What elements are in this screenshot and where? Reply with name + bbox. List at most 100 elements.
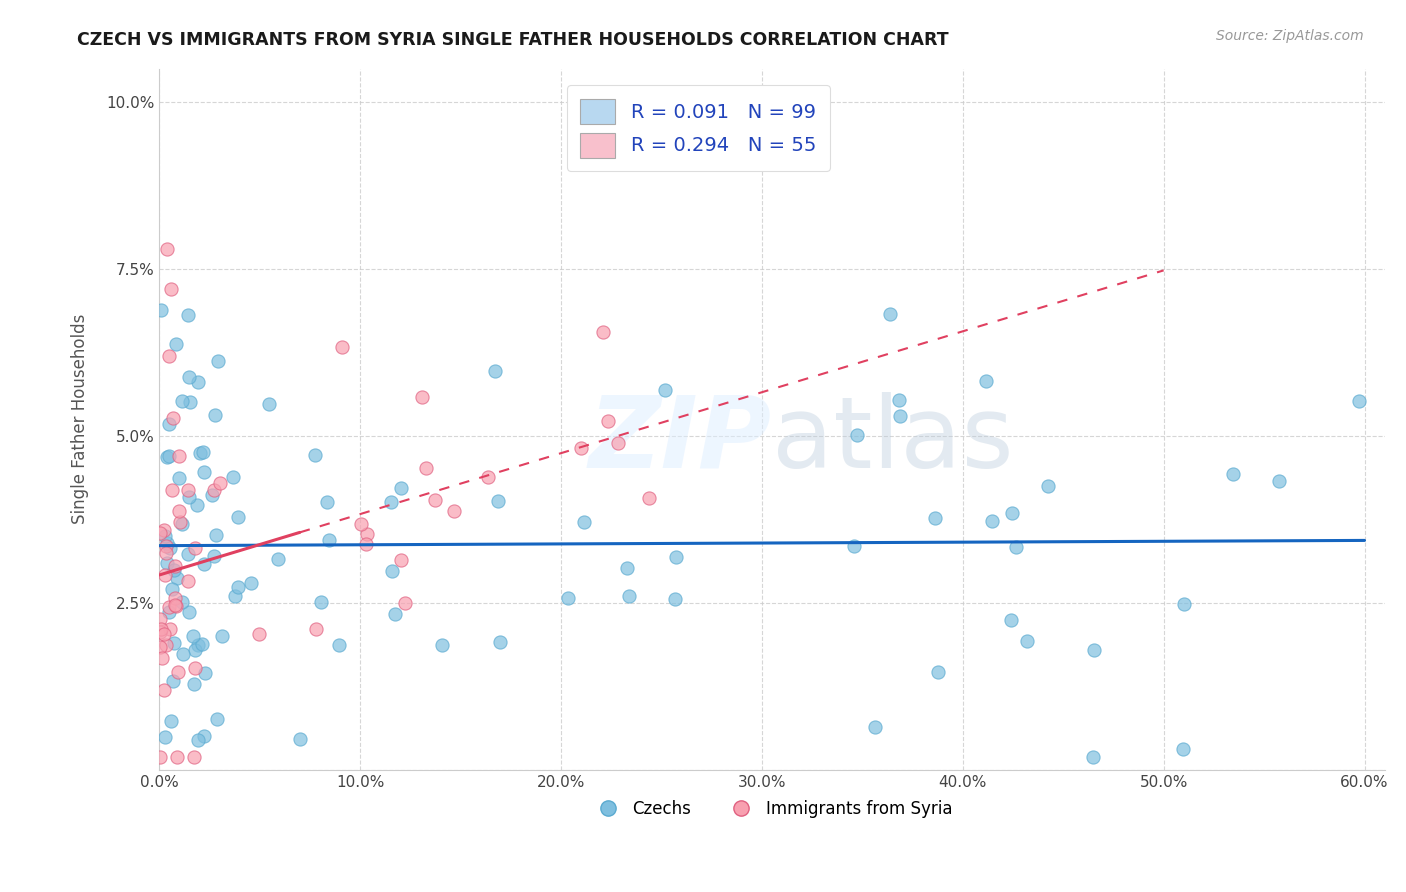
- Point: [155, 567, 177, 582]
- Point: [207, 353, 229, 368]
- Point: [160, 282, 183, 296]
- Point: [318, 533, 340, 547]
- Point: [193, 729, 215, 743]
- Point: [411, 390, 433, 404]
- Point: [1036, 478, 1059, 492]
- Point: [305, 622, 328, 636]
- Point: [167, 470, 190, 484]
- Point: [889, 409, 911, 424]
- Point: [330, 340, 353, 354]
- Point: [267, 552, 290, 566]
- Point: [167, 449, 190, 463]
- Point: [304, 448, 326, 462]
- Point: [226, 510, 249, 524]
- Point: [156, 242, 179, 256]
- Point: [172, 647, 194, 661]
- Point: [844, 540, 866, 554]
- Point: [159, 449, 181, 463]
- Point: [166, 749, 188, 764]
- Point: [488, 634, 510, 648]
- Point: [391, 481, 413, 495]
- Point: [430, 638, 453, 652]
- Point: [1173, 597, 1195, 611]
- Point: [179, 394, 201, 409]
- Point: [209, 475, 232, 490]
- Point: [863, 720, 886, 734]
- Point: [981, 514, 1004, 528]
- Point: [557, 591, 579, 606]
- Point: [240, 576, 263, 591]
- Point: [654, 383, 676, 397]
- Point: [165, 591, 187, 605]
- Point: [160, 483, 183, 497]
- Point: [160, 714, 183, 728]
- Point: [170, 595, 193, 609]
- Point: [887, 392, 910, 407]
- Point: [149, 625, 172, 640]
- Point: [177, 547, 200, 561]
- Point: [166, 571, 188, 585]
- Point: [188, 446, 211, 460]
- Point: [477, 470, 499, 484]
- Point: [153, 529, 176, 543]
- Point: [159, 541, 181, 555]
- Point: [259, 397, 281, 411]
- Point: [149, 526, 172, 541]
- Point: [193, 557, 215, 571]
- Point: [153, 627, 176, 641]
- Point: [974, 374, 997, 388]
- Point: [149, 611, 172, 625]
- Point: [150, 302, 173, 317]
- Point: [616, 560, 638, 574]
- Point: [191, 445, 214, 459]
- Point: [155, 730, 177, 744]
- Point: [415, 461, 437, 475]
- Point: [569, 442, 592, 456]
- Point: [157, 349, 180, 363]
- Point: [181, 629, 204, 643]
- Point: [617, 589, 640, 603]
- Point: [153, 524, 176, 538]
- Point: [574, 515, 596, 529]
- Point: [201, 488, 224, 502]
- Point: [488, 494, 510, 508]
- Point: [179, 369, 201, 384]
- Point: [1015, 633, 1038, 648]
- Text: atlas: atlas: [772, 392, 1014, 489]
- Point: [247, 626, 270, 640]
- Point: [156, 556, 179, 570]
- Point: [211, 629, 233, 643]
- Point: [226, 581, 249, 595]
- Point: [1222, 467, 1244, 482]
- Point: [187, 638, 209, 652]
- Point: [194, 665, 217, 680]
- Point: [157, 599, 180, 614]
- Point: [157, 605, 180, 619]
- Point: [177, 483, 200, 498]
- Point: [381, 564, 404, 578]
- Point: [664, 592, 686, 607]
- Point: [356, 526, 378, 541]
- Point: [155, 638, 177, 652]
- Point: [927, 665, 949, 679]
- Point: [179, 490, 201, 504]
- Point: [165, 599, 187, 614]
- Point: [1083, 643, 1105, 657]
- Point: [156, 536, 179, 550]
- Point: [394, 596, 416, 610]
- Point: [152, 683, 174, 698]
- Point: [879, 307, 901, 321]
- Point: [157, 417, 180, 431]
- Point: [183, 661, 205, 675]
- Text: CZECH VS IMMIGRANTS FROM SYRIA SINGLE FATHER HOUSEHOLDS CORRELATION CHART: CZECH VS IMMIGRANTS FROM SYRIA SINGLE FA…: [77, 31, 949, 49]
- Point: [176, 308, 198, 322]
- Point: [288, 732, 311, 747]
- Point: [204, 408, 226, 422]
- Point: [160, 582, 183, 596]
- Point: [315, 494, 337, 508]
- Point: [169, 515, 191, 529]
- Point: [184, 541, 207, 556]
- Point: [1268, 474, 1291, 488]
- Point: [149, 622, 172, 636]
- Point: [924, 511, 946, 525]
